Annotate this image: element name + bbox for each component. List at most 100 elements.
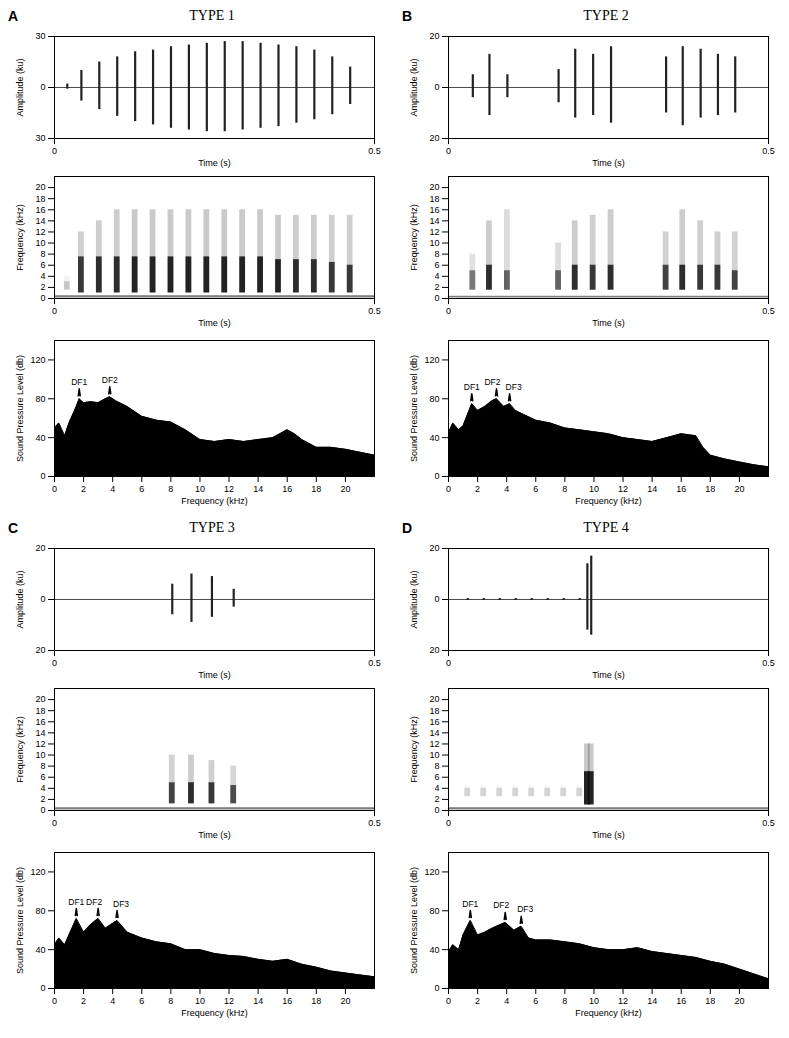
svg-text:14: 14 <box>253 996 263 1006</box>
svg-text:0: 0 <box>52 306 57 316</box>
svg-text:6: 6 <box>40 260 45 270</box>
svg-text:20: 20 <box>734 484 744 494</box>
svg-text:8: 8 <box>40 761 45 771</box>
svg-text:0.5: 0.5 <box>762 146 775 156</box>
svg-text:20: 20 <box>429 133 439 143</box>
svg-text:0: 0 <box>434 983 439 993</box>
svg-text:10: 10 <box>35 750 45 760</box>
svg-text:20: 20 <box>35 694 45 704</box>
svg-text:14: 14 <box>647 484 657 494</box>
svg-text:0.5: 0.5 <box>762 658 775 668</box>
svg-text:0: 0 <box>40 293 45 303</box>
svg-text:DF3: DF3 <box>113 899 129 909</box>
svg-text:2: 2 <box>81 996 86 1006</box>
svg-text:4: 4 <box>504 484 509 494</box>
svg-text:20: 20 <box>35 543 45 553</box>
svg-text:18: 18 <box>35 194 45 204</box>
svg-text:0: 0 <box>40 82 45 92</box>
svg-text:20: 20 <box>429 182 439 192</box>
svg-text:20: 20 <box>35 182 45 192</box>
svg-text:12: 12 <box>35 739 45 749</box>
svg-text:0: 0 <box>52 658 57 668</box>
svg-text:0.5: 0.5 <box>762 306 775 316</box>
svg-text:12: 12 <box>224 996 234 1006</box>
svg-text:8: 8 <box>434 249 439 259</box>
svg-text:20: 20 <box>734 996 744 1006</box>
svg-text:4: 4 <box>434 271 439 281</box>
svg-text:18: 18 <box>429 194 439 204</box>
svg-text:12: 12 <box>618 484 628 494</box>
svg-text:Frequency (kHz): Frequency (kHz) <box>575 1008 642 1018</box>
svg-text:80: 80 <box>35 394 45 404</box>
svg-text:0: 0 <box>446 996 451 1006</box>
svg-text:2: 2 <box>40 282 45 292</box>
svg-text:16: 16 <box>35 205 45 215</box>
svg-text:2: 2 <box>434 282 439 292</box>
svg-text:6: 6 <box>139 996 144 1006</box>
svg-text:30: 30 <box>35 31 45 41</box>
svg-text:6: 6 <box>533 996 538 1006</box>
svg-text:0: 0 <box>52 996 57 1006</box>
svg-text:14: 14 <box>253 484 263 494</box>
svg-text:0: 0 <box>446 146 451 156</box>
svg-text:40: 40 <box>35 945 45 955</box>
svg-text:20: 20 <box>429 694 439 704</box>
svg-text:DF1: DF1 <box>464 382 480 392</box>
svg-text:18: 18 <box>311 996 321 1006</box>
svg-text:8: 8 <box>562 996 567 1006</box>
svg-text:0.5: 0.5 <box>368 818 381 828</box>
svg-text:2: 2 <box>475 996 480 1006</box>
svg-text:2: 2 <box>434 794 439 804</box>
svg-text:10: 10 <box>429 238 439 248</box>
svg-text:DF3: DF3 <box>517 904 533 914</box>
svg-text:20: 20 <box>340 996 350 1006</box>
svg-text:0: 0 <box>40 805 45 815</box>
svg-text:120: 120 <box>30 867 45 877</box>
svg-text:18: 18 <box>35 706 45 716</box>
svg-text:18: 18 <box>429 706 439 716</box>
svg-text:14: 14 <box>35 728 45 738</box>
svg-text:0: 0 <box>52 146 57 156</box>
svg-text:Frequency (kHz): Frequency (kHz) <box>575 496 642 506</box>
svg-text:12: 12 <box>224 484 234 494</box>
svg-text:Time (s): Time (s) <box>592 318 625 328</box>
svg-text:10: 10 <box>195 484 205 494</box>
svg-text:18: 18 <box>705 484 715 494</box>
svg-text:12: 12 <box>429 739 439 749</box>
svg-text:16: 16 <box>676 484 686 494</box>
svg-text:4: 4 <box>434 783 439 793</box>
svg-text:0: 0 <box>446 484 451 494</box>
svg-text:Amplitude (ku): Amplitude (ku) <box>409 58 419 116</box>
svg-text:14: 14 <box>35 216 45 226</box>
svg-text:16: 16 <box>429 717 439 727</box>
svg-text:0: 0 <box>434 471 439 481</box>
svg-text:16: 16 <box>35 717 45 727</box>
svg-text:8: 8 <box>168 996 173 1006</box>
svg-text:20: 20 <box>429 645 439 655</box>
svg-text:18: 18 <box>311 484 321 494</box>
svg-text:Amplitude (ku): Amplitude (ku) <box>15 58 25 116</box>
svg-text:DF1: DF1 <box>462 899 478 909</box>
svg-text:Time (s): Time (s) <box>592 830 625 840</box>
svg-text:0: 0 <box>52 818 57 828</box>
svg-text:4: 4 <box>504 996 509 1006</box>
svg-text:0: 0 <box>40 471 45 481</box>
svg-text:0: 0 <box>434 594 439 604</box>
svg-text:8: 8 <box>434 761 439 771</box>
svg-text:Amplitude (ku): Amplitude (ku) <box>15 570 25 628</box>
svg-text:14: 14 <box>429 216 439 226</box>
svg-text:10: 10 <box>429 750 439 760</box>
svg-text:0: 0 <box>434 293 439 303</box>
svg-text:16: 16 <box>676 996 686 1006</box>
svg-text:30: 30 <box>35 133 45 143</box>
svg-text:10: 10 <box>589 484 599 494</box>
svg-text:Frequency (kHz): Frequency (kHz) <box>15 716 25 783</box>
svg-text:4: 4 <box>40 783 45 793</box>
svg-text:0.5: 0.5 <box>762 818 775 828</box>
svg-text:12: 12 <box>618 996 628 1006</box>
svg-text:4: 4 <box>110 996 115 1006</box>
svg-text:Time (s): Time (s) <box>198 670 231 680</box>
svg-text:6: 6 <box>40 772 45 782</box>
svg-text:DF2: DF2 <box>102 375 118 385</box>
svg-text:0: 0 <box>40 983 45 993</box>
